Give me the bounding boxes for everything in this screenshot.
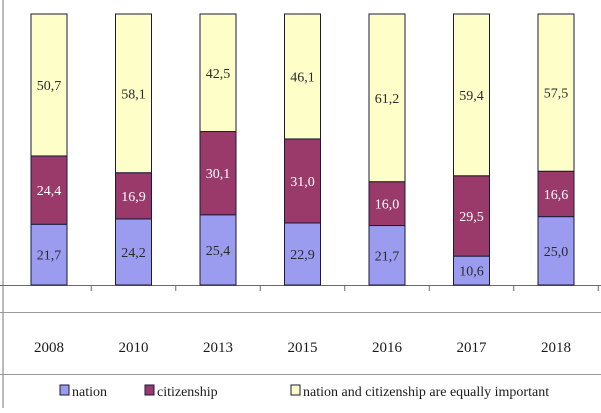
data-label: 59,4 (459, 89, 484, 104)
data-label: 57,5 (544, 87, 569, 102)
bar-segment-nation-2008 (30, 223, 68, 286)
legend-label: nation (72, 385, 107, 400)
x-tick-label: 2016 (372, 340, 403, 356)
x-tick-label: 2013 (203, 340, 233, 356)
bar-segment-nation-2008 (30, 13, 68, 157)
data-label: 31,0 (290, 175, 315, 190)
legend-label: nation and citizenship are equally impor… (303, 385, 549, 400)
data-label: 58,1 (121, 87, 146, 102)
legend-swatch (290, 384, 301, 396)
bar-segment-citizenship-2018 (537, 170, 575, 218)
bar-segment-nation-2010 (115, 13, 152, 174)
x-tick-label: 2015 (288, 340, 318, 356)
data-label: 30,1 (206, 167, 231, 182)
data-label: 21,7 (375, 249, 400, 264)
bar-segment-nation-2016 (368, 13, 406, 183)
bar-segment-nation-2017 (453, 255, 490, 286)
legend-swatch (144, 384, 155, 396)
data-label: 29,5 (459, 210, 484, 225)
data-label: 16,9 (121, 190, 146, 205)
data-label: 42,5 (206, 67, 231, 82)
data-label: 24,4 (37, 184, 62, 199)
bar-segment-nation-2018 (537, 216, 575, 286)
x-tick-label: 2008 (34, 340, 64, 356)
bar-segment-nation-2013 (199, 13, 237, 133)
x-tick-label: 2017 (457, 340, 488, 356)
data-label: 24,2 (121, 246, 146, 261)
data-label: 21,7 (37, 249, 62, 264)
legend-label: citizenship (157, 385, 218, 400)
data-label: 61,2 (375, 92, 400, 107)
data-label: 46,1 (290, 70, 315, 85)
data-label: 16,0 (375, 198, 400, 213)
bar-segment-citizenship-2013 (199, 131, 237, 216)
data-label: 10,6 (459, 265, 484, 280)
data-label: 25,4 (206, 244, 231, 259)
x-axis: 2008 2010 2013 2015 2016 2017 2018 (34, 285, 599, 356)
bars (30, 13, 575, 286)
data-label: 22,9 (290, 248, 315, 263)
data-label: 16,6 (544, 188, 569, 203)
bar-segment-nation-2016 (368, 225, 406, 286)
data-label: 25,0 (544, 245, 569, 260)
legend-swatch (59, 384, 70, 396)
bar-segment-nation-2010 (115, 218, 152, 286)
data-label: 50,7 (37, 79, 62, 94)
bar-segment-nation-2018 (537, 13, 575, 172)
bar-segment-nation-2013 (199, 214, 237, 286)
x-tick-label: 2018 (541, 340, 571, 356)
bar-segment-citizenship-2017 (453, 175, 490, 257)
bar-segment-nation-2017 (453, 13, 490, 177)
bar-segment-citizenship-2015 (284, 138, 321, 224)
legend: nation citizenship nation and citizenship … (59, 384, 549, 400)
bar-segment-citizenship-2008 (30, 155, 68, 225)
bar-labels: 21,7 24,4 50,7 24,2 16,9 58,1 25,4 30,1 42,5 22,9… (37, 67, 569, 280)
bar-segment-nation-2015 (284, 13, 321, 140)
bar-segment-citizenship-2010 (115, 172, 152, 220)
x-tick-label: 2010 (119, 340, 149, 356)
